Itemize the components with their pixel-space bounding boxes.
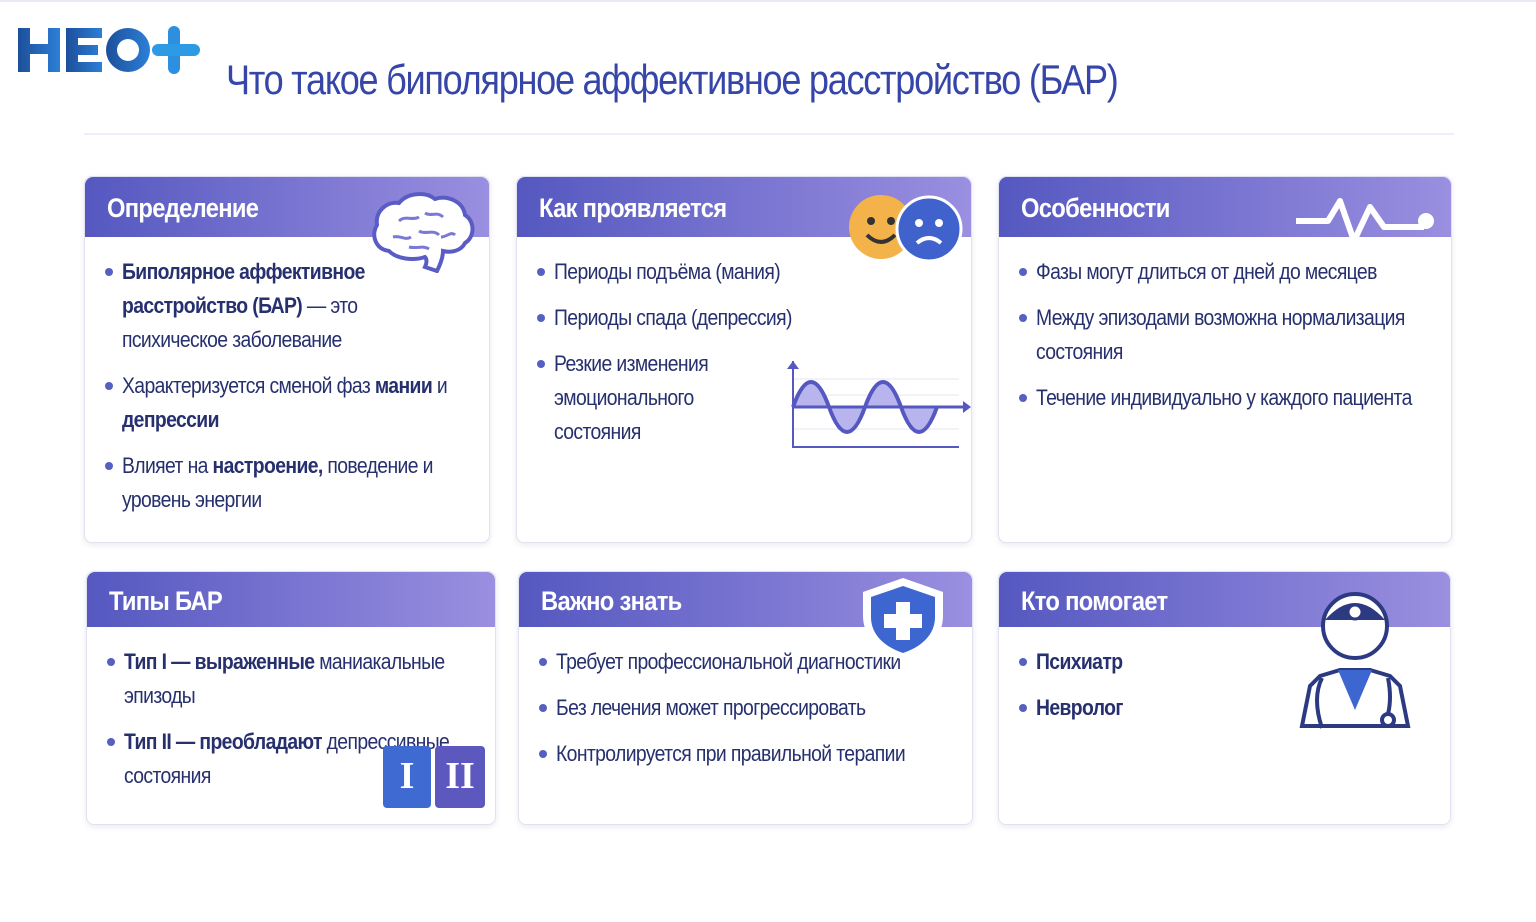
medical-shield-icon [863,578,943,660]
card-title: Кто помогает [1021,586,1168,616]
list-item: Периоды спада (депрессия) [537,301,951,335]
text-segment: Резкие изменения эмоционального состояни… [554,351,709,444]
text-segment: и [432,373,448,398]
list-item: Невролог [1019,691,1430,725]
list-item: Биполярное аффективное расстройство (БАР… [105,255,469,357]
bullet-list: Периоды подъёма (мания) Периоды спада (де… [517,237,971,449]
list-item: Психиатр [1019,645,1430,679]
bullet-list: Требует профессиональной диагностики Без … [519,627,972,771]
text-segment: Тип I — выраженные [124,649,315,674]
text-segment: Биполярное аффективное расстройство (БАР… [122,259,365,318]
card-title: Важно знать [541,586,682,616]
text-segment: Психиатр [1036,649,1123,674]
card-header: Особенности [999,177,1451,237]
text-segment: — это психическое заболевание [122,293,358,352]
text-segment: мании [374,373,433,398]
top-border [0,0,1536,2]
card-title: Особенности [1021,193,1170,223]
list-item: Характеризуется сменой фаз мании и депре… [105,369,469,437]
text-segment: Тип II — преобладают [124,729,322,754]
list-item: Тип I — выраженные маниакальные эпизоды [107,645,475,713]
list-item: Периоды подъёма (мания) [537,255,951,289]
text-segment: Требует профессиональной диагностики [556,649,901,674]
list-item: Течение индивидуально у каждого пациента [1019,381,1431,415]
card-4: Типы БАР Тип I — выраженные маниакальные … [86,571,496,825]
type-one-two-icon: I II [383,746,487,808]
type-badge-one: I [383,746,431,808]
text-segment: Характеризуется сменой фаз [122,373,375,398]
text-segment: Невролог [1036,695,1123,720]
bullet-list: Тип I — выраженные маниакальные эпизоды Т… [87,627,495,793]
brain-icon [372,192,475,273]
text-segment: Контролируется при правильной терапии [556,741,906,766]
card-title: Определение [107,193,259,223]
type-badge-two: II [435,746,485,808]
text-segment: Периоды спада [554,305,691,330]
text-segment: депрессии [122,407,219,432]
card-3: Особенности Фазы могут длиться от дней до… [998,176,1452,543]
divider [84,133,1454,135]
pulse-line-icon [1296,198,1434,244]
list-item: Контролируется при правильной терапии [539,737,952,771]
card-1: Определение Биполярное аффективное расстр… [84,176,490,543]
text-segment: Фазы могут длиться от дней до месяцев [1036,259,1377,284]
doctor-icon [1299,592,1411,729]
list-item: Фазы могут длиться от дней до месяцев [1019,255,1431,289]
logo [18,26,200,74]
card-5: Важно знать Требует профессиональной диаг… [518,571,973,825]
list-item: Без лечения может прогрессировать [539,691,952,725]
list-item: Резкие изменения эмоционального состояни… [537,347,777,449]
page-title: Что такое биполярное аффективное расстро… [226,56,1119,103]
bullet-list: Фазы могут длиться от дней до месяцев Меж… [999,237,1451,415]
text-segment: маниакальные эпизоды [124,649,445,708]
bullet-list: Психиатр Невролог [999,627,1450,725]
text-segment: Между эпизодами возможна нормализация со… [1036,305,1405,364]
text-segment: (мания) [715,259,781,284]
text-segment: поведение и уровень энергии [122,453,433,512]
card-header: Типы БАР [87,572,495,627]
text-segment: Течение индивидуально у каждого пациента [1036,385,1412,410]
mood-wave-graph-icon [787,361,971,448]
text-segment: Влияет на [122,453,213,478]
list-item: Влияет на настроение, поведение и уровен… [105,449,469,517]
text-segment: (депрессия) [690,305,792,330]
list-item: Требует профессиональной диагностики [539,645,952,679]
text-segment: настроение, [212,453,324,478]
text-segment: Периоды подъёма [554,259,716,284]
bullet-list: Биполярное аффективное расстройство (БАР… [85,237,489,517]
card-6: Кто помогает Психиатр Невролог [998,571,1451,825]
card-2: Как проявляется Периоды подъёма (мания) Пе… [516,176,972,543]
text-segment: Без лечения может прогрессировать [556,695,866,720]
happy-sad-faces-icon [849,195,963,263]
card-title: Как проявляется [539,193,727,223]
list-item: Между эпизодами возможна нормализация со… [1019,301,1431,369]
card-title: Типы БАР [109,586,223,616]
